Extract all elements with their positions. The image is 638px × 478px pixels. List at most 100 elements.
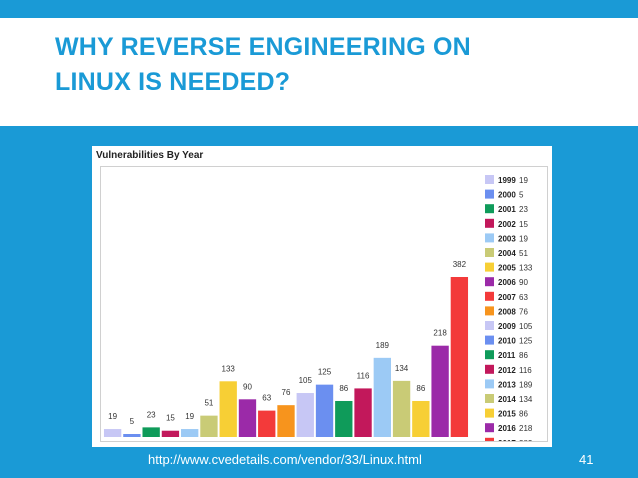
bar-2001	[142, 427, 160, 437]
data-label-2001: 23	[147, 410, 156, 419]
legend-swatch-2012	[485, 364, 494, 374]
legend-year-2003: 2003	[498, 234, 516, 243]
legend-value-1999: 19	[519, 176, 528, 185]
bar-2015	[412, 400, 430, 437]
bar-2009	[296, 393, 314, 437]
legend-value-2015: 86	[519, 410, 528, 419]
bar-2012	[354, 388, 372, 437]
legend-swatch-1999	[485, 175, 494, 184]
legend-swatch-2001	[485, 204, 494, 214]
legend-year-2014: 2014	[498, 395, 516, 404]
legend-swatch-2016	[485, 423, 494, 433]
bar-2005	[219, 381, 237, 437]
data-label-2017: 382	[453, 260, 467, 269]
legend-swatch-2005	[485, 262, 494, 272]
data-label-2004: 51	[204, 399, 213, 408]
legend-year-2006: 2006	[498, 278, 516, 287]
legend-value-2008: 76	[519, 307, 528, 316]
legend-swatch-2011	[485, 350, 494, 360]
bar-2007	[258, 410, 276, 437]
legend-year-2016: 2016	[498, 424, 516, 433]
legend-year-2001: 2001	[498, 205, 516, 214]
data-label-2003: 19	[185, 412, 194, 421]
data-label-2009: 105	[299, 376, 313, 385]
page-number: 41	[579, 452, 594, 467]
legend-year-2007: 2007	[498, 293, 516, 302]
legend-value-2001: 23	[519, 205, 528, 214]
legend-value-2013: 189	[519, 380, 533, 389]
legend-year-2009: 2009	[498, 322, 516, 331]
legend-swatch-2017	[485, 437, 494, 447]
bar-2004	[200, 415, 218, 437]
legend-value-2004: 51	[519, 249, 528, 258]
legend-year-2005: 2005	[498, 264, 516, 273]
bar-2016	[431, 345, 449, 437]
bar-2011	[335, 400, 353, 437]
data-label-2008: 76	[282, 388, 291, 397]
source-link[interactable]: http://www.cvedetails.com/vendor/33/Linu…	[148, 452, 422, 467]
legend-value-2000: 5	[519, 191, 524, 200]
data-label-2005: 133	[222, 364, 236, 373]
legend-swatch-2013	[485, 379, 494, 389]
data-label-2015: 86	[416, 384, 425, 393]
data-label-2016: 218	[433, 329, 447, 338]
legend-value-2011: 86	[519, 351, 528, 360]
data-label-2002: 15	[166, 414, 175, 423]
bar-2003	[181, 429, 199, 437]
legend-value-2014: 134	[519, 395, 533, 404]
data-label-2012: 116	[357, 371, 370, 380]
legend-value-2016: 218	[519, 424, 533, 433]
chart-title: Vulnerabilities By Year	[96, 150, 204, 161]
legend-value-2017: 382	[519, 439, 533, 441]
legend-swatch-2009	[485, 321, 494, 330]
bar-2002	[161, 430, 180, 437]
legend-year-1999: 1999	[498, 176, 516, 185]
data-label-1999: 19	[108, 412, 117, 421]
legend-value-2010: 125	[519, 337, 533, 346]
title-panel	[0, 18, 638, 126]
bar-2013	[373, 357, 391, 437]
legend-value-2006: 90	[519, 278, 528, 287]
legend-swatch-2000	[485, 189, 494, 199]
legend-year-2008: 2008	[498, 307, 516, 316]
bar-2000	[123, 434, 141, 437]
legend-value-2009: 105	[519, 322, 533, 331]
legend-year-2002: 2002	[498, 220, 516, 229]
chart-plot-area: 19 5 23 15 19 51 133 90 63 76 105 125 86 116 189 134 86 2…	[100, 166, 548, 448]
legend-year-2015: 2015	[498, 410, 516, 419]
data-label-2010: 125	[318, 368, 332, 377]
data-label-2007: 63	[262, 394, 271, 403]
data-label-2011: 86	[339, 384, 348, 393]
legend-year-2010: 2010	[498, 337, 516, 346]
legend-year-2000: 2000	[498, 191, 516, 200]
legend-year-2017: 2017	[498, 439, 516, 441]
bar-2006	[238, 399, 257, 437]
legend-swatch-2003	[485, 233, 494, 243]
legend-value-2005: 133	[519, 264, 533, 273]
top-accent-bar	[0, 0, 638, 18]
legend-swatch-2007	[485, 291, 494, 301]
legend-swatch-2010	[485, 335, 494, 345]
legend-swatch-2008	[485, 306, 494, 316]
legend-year-2012: 2012	[498, 366, 516, 375]
legend-year-2004: 2004	[498, 249, 516, 258]
data-label-2000: 5	[130, 417, 135, 426]
legend-value-2007: 63	[519, 293, 528, 302]
slide-title: WHY REVERSE ENGINEERING ON LINUX IS NEED…	[55, 30, 615, 100]
slide-title-line-2: LINUX IS NEEDED?	[55, 68, 291, 96]
data-label-2006: 90	[243, 382, 252, 391]
legend-value-2003: 19	[519, 234, 528, 243]
data-label-2013: 189	[376, 341, 390, 350]
legend-swatch-2006	[485, 277, 494, 287]
bar-1999	[103, 429, 122, 437]
legend-swatch-2014	[485, 394, 494, 403]
bar-2017	[450, 277, 469, 437]
bar-2008	[277, 405, 295, 437]
legend-value-2002: 15	[519, 220, 528, 229]
legend-year-2013: 2013	[498, 380, 516, 389]
data-label-2014: 134	[395, 364, 409, 373]
bar-2014	[392, 380, 411, 437]
chart-container: Vulnerabilities By Year 19 5 23 15 19 51 133 90…	[92, 146, 552, 448]
slide-title-line-1: WHY REVERSE ENGINEERING ON	[55, 33, 471, 61]
